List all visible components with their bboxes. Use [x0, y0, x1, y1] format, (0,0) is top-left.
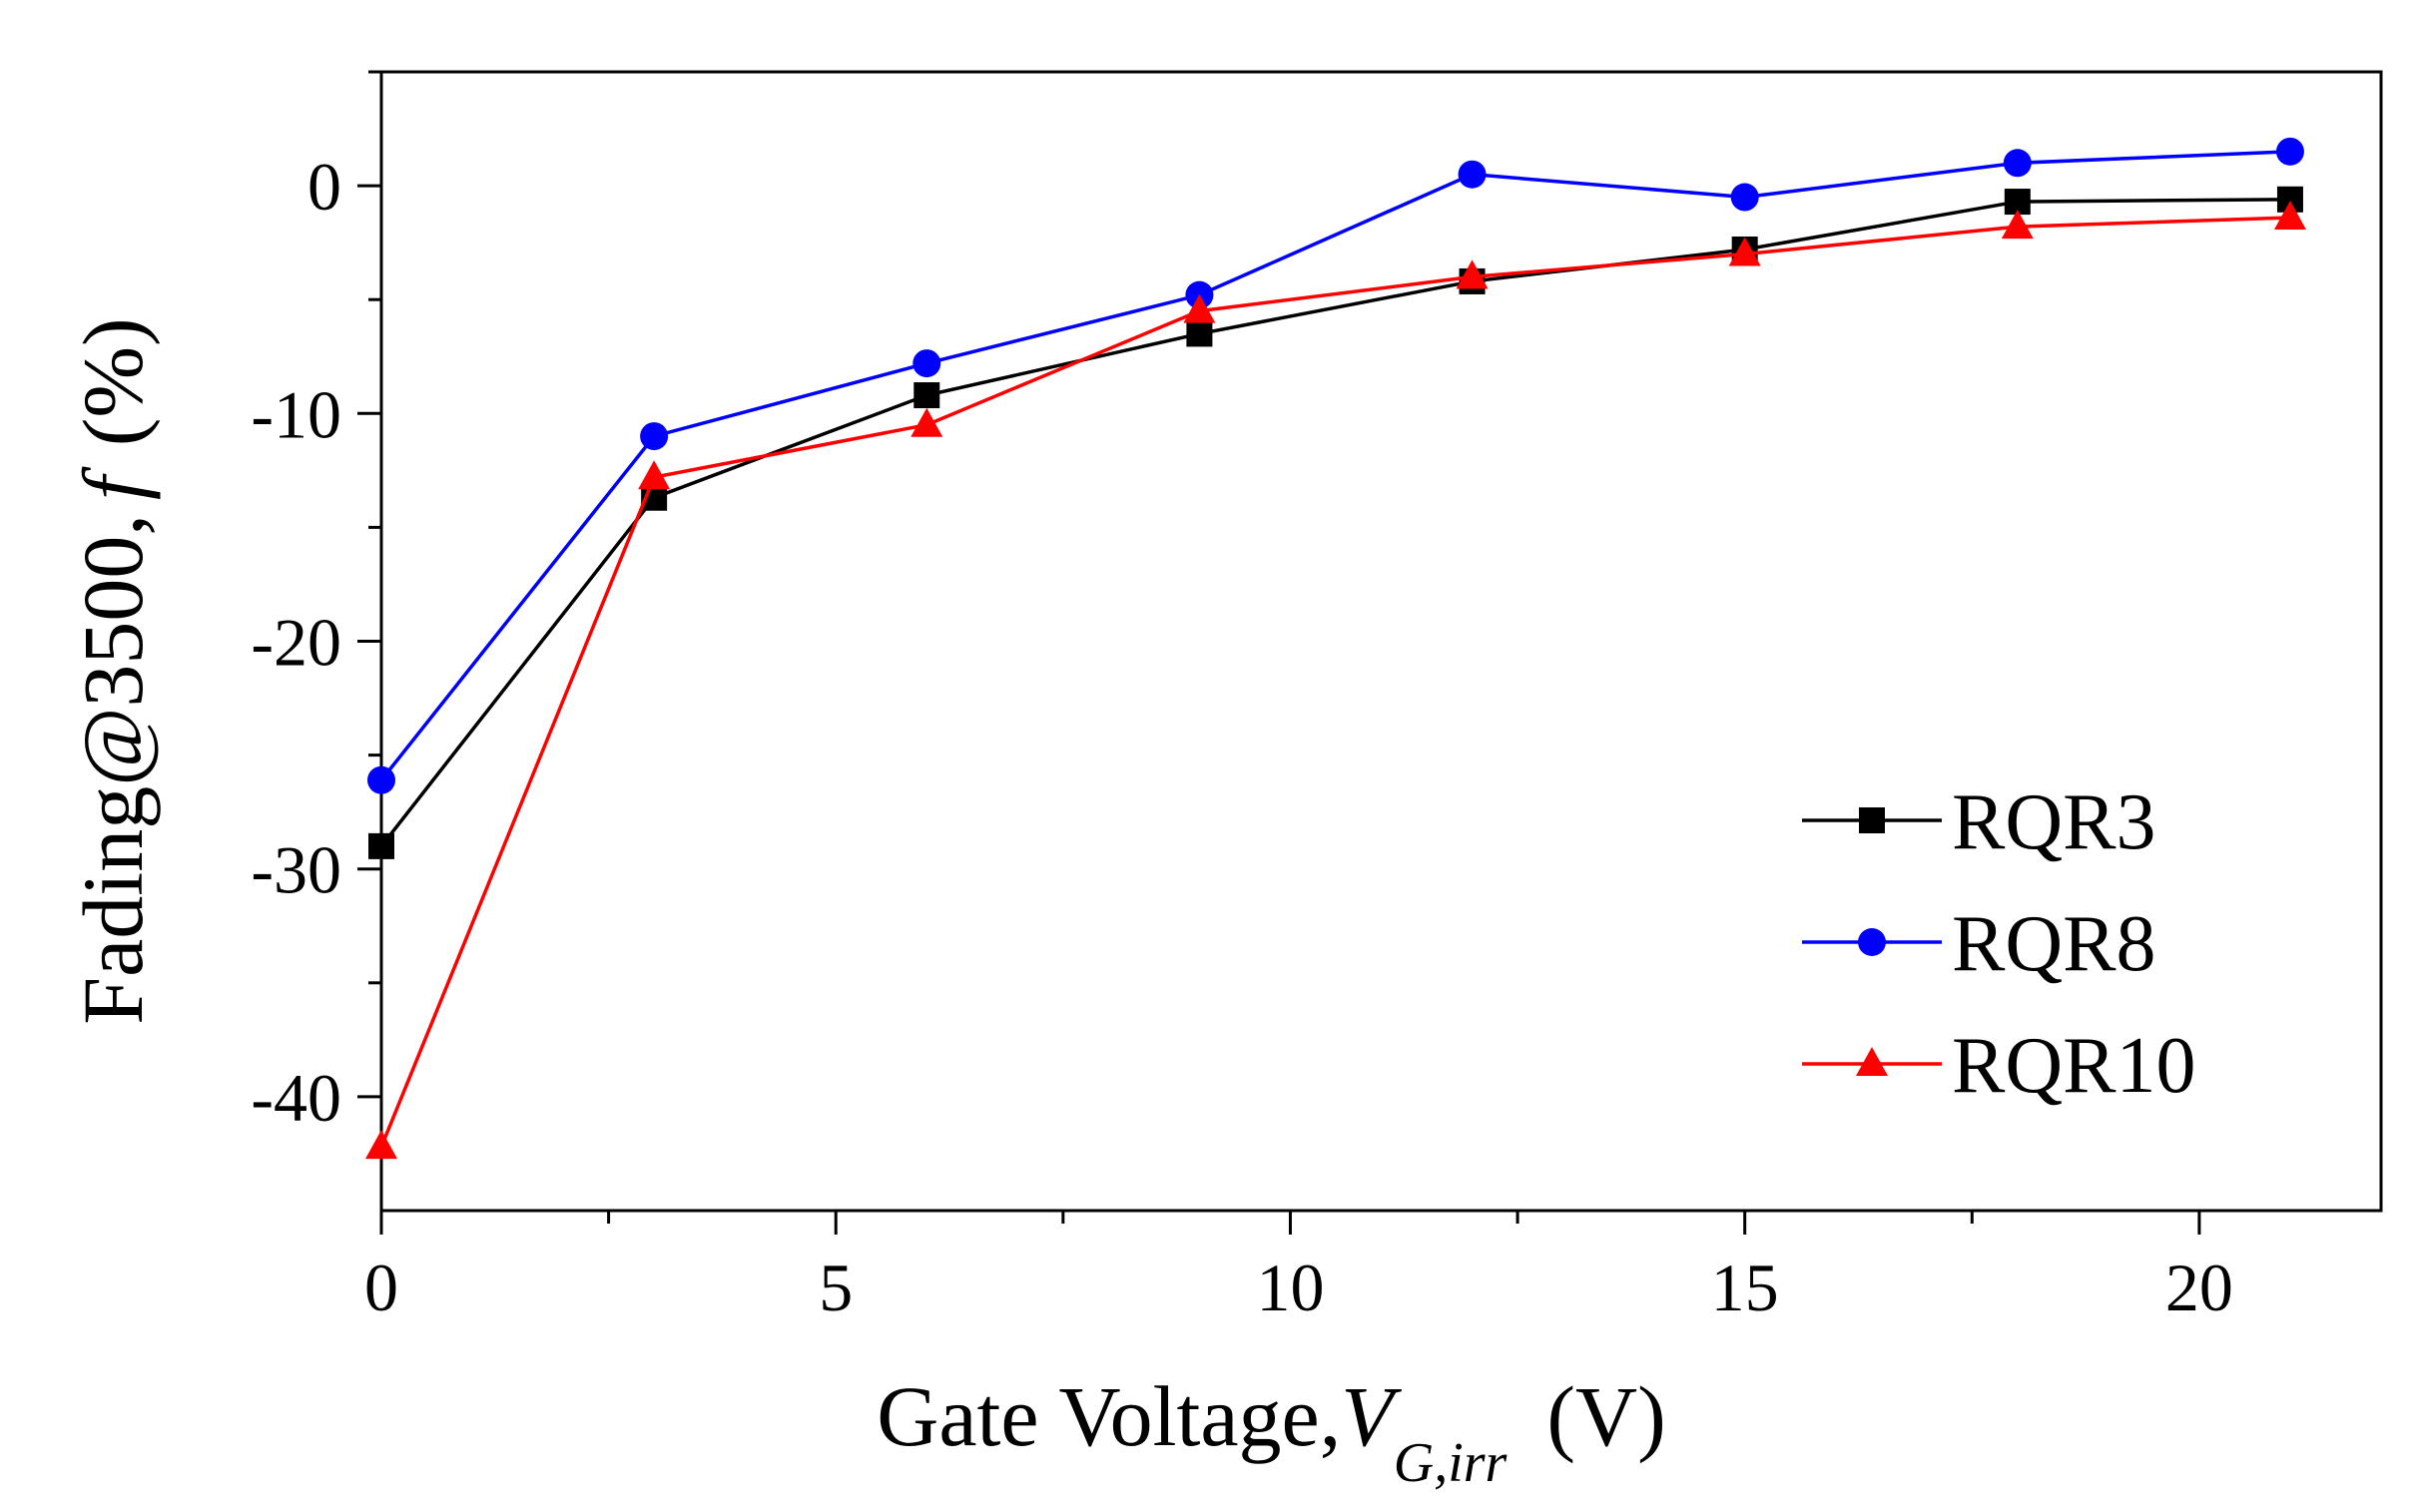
x-axis-title-subscript: G,irr — [1394, 1432, 1508, 1494]
legend-entry-rqr3: RQR3 — [1802, 778, 2156, 866]
x-tick-label: 0 — [364, 1250, 398, 1325]
data-point-rqr10 — [1728, 237, 1761, 266]
legend: RQR3 RQR8 RQR10 — [1802, 778, 2196, 1110]
data-point-rqr8 — [1458, 160, 1487, 189]
x-tick-label: 20 — [2165, 1250, 2233, 1325]
y-tick-label: -10 — [251, 376, 341, 452]
y-tick-label: 0 — [307, 149, 341, 225]
data-point-rqr8 — [2003, 149, 2032, 178]
data-point-rqr3 — [1186, 320, 1213, 347]
legend-marker — [1856, 1047, 1888, 1076]
y-axis-title-symbol: f — [65, 466, 161, 500]
data-point-rqr8 — [1730, 183, 1759, 212]
series-line-rqr8 — [379, 150, 2291, 781]
data-point-rqr10 — [638, 460, 671, 490]
x-tick-label: 5 — [819, 1250, 853, 1325]
legend-label: RQR8 — [1952, 900, 2156, 988]
data-point-rqr3 — [368, 832, 394, 859]
legend-label: RQR3 — [1952, 778, 2156, 866]
data-point-rqr3 — [913, 382, 940, 409]
data-point-rqr10 — [1456, 259, 1489, 289]
legend-label: RQR10 — [1952, 1022, 2196, 1110]
x-axis-title-unit: (V) — [1546, 1368, 1665, 1464]
y-tick-label: -30 — [251, 832, 341, 908]
data-point-rqr10 — [910, 407, 943, 437]
y-axis-title: Fading@3500, f (%) — [65, 317, 161, 1024]
series-line-rqr3 — [379, 198, 2290, 847]
y-tick-label: -40 — [251, 1060, 341, 1136]
legend-marker — [1858, 928, 1886, 956]
series-line-rqr10 — [379, 216, 2291, 1148]
x-tick-label: 15 — [1711, 1250, 1779, 1325]
legend-marker — [1859, 807, 1885, 833]
y-axis-ticks: 0 -10 -20 -30 -40 — [251, 70, 381, 1136]
x-axis-ticks: 0 5 10 15 20 — [364, 1211, 2233, 1325]
legend-entry-rqr10: RQR10 — [1802, 1022, 2196, 1110]
x-axis-title: Gate Voltage,VG,irr (V) — [877, 1368, 1665, 1494]
data-point-rqr8 — [367, 765, 395, 794]
series-rqr10 — [365, 201, 2306, 1160]
data-point-rqr8 — [2275, 137, 2304, 166]
series-rqr3 — [368, 186, 2303, 859]
data-point-rqr8 — [912, 349, 941, 378]
series-rqr8 — [367, 137, 2304, 794]
x-axis-title-symbol: V — [1341, 1368, 1402, 1464]
data-point-rqr10 — [2001, 210, 2034, 240]
series-layer — [365, 137, 2306, 1160]
data-point-rqr8 — [640, 422, 669, 451]
y-axis-title-main: Fading@3500, — [65, 514, 161, 1025]
x-axis-title-main: Gate Voltage, — [877, 1368, 1341, 1464]
legend-entry-rqr8: RQR8 — [1802, 900, 2156, 988]
y-axis-title-unit: (%) — [65, 317, 161, 446]
data-point-rqr10 — [1183, 293, 1216, 323]
data-point-rqr10 — [365, 1130, 397, 1160]
y-tick-label: -20 — [251, 605, 341, 681]
x-tick-label: 10 — [1256, 1250, 1324, 1325]
data-point-rqr10 — [2273, 201, 2306, 231]
